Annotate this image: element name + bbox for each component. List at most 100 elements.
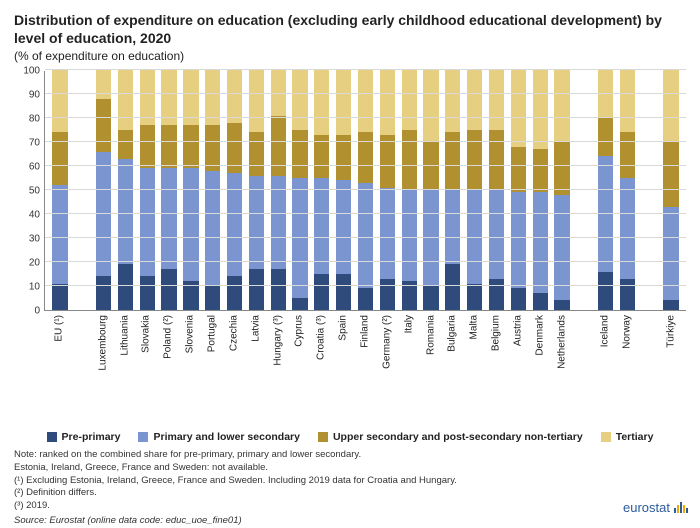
bar-segment	[402, 130, 417, 190]
bar-segment	[663, 70, 678, 142]
x-tick-label: Norway	[622, 315, 633, 349]
bar-segment	[52, 185, 67, 283]
x-tick-label: Latvia	[250, 315, 261, 342]
gridline	[45, 141, 686, 142]
bar-segment	[663, 142, 678, 207]
bar-segment	[423, 286, 438, 310]
bar-segment	[554, 142, 569, 195]
chart-container: Distribution of expenditure on education…	[0, 0, 700, 521]
note-line: Note: ranked on the combined share for p…	[14, 449, 686, 462]
x-tick-label: Croatia (³)	[316, 315, 327, 360]
bar-segment	[533, 70, 548, 149]
bar-gap	[71, 71, 93, 310]
x-tick-label: Austria	[512, 315, 523, 346]
logo-text: eurostat	[623, 500, 670, 515]
logo-bars-icon	[674, 502, 688, 513]
bar-slot	[551, 71, 573, 310]
stacked-bar	[140, 70, 155, 310]
gridline	[45, 261, 686, 262]
x-tick-label: Germany (²)	[381, 315, 392, 369]
bar-slot	[49, 71, 71, 310]
legend-item: Pre-primary	[47, 431, 121, 443]
bar-segment	[489, 70, 504, 130]
bar-segment	[554, 70, 569, 142]
gridline	[45, 93, 686, 94]
bar-slot	[93, 71, 115, 310]
x-tick-label: Belgium	[491, 315, 502, 351]
y-tick-label: 10	[14, 282, 40, 293]
stacked-bar	[598, 70, 613, 310]
footnotes: Note: ranked on the combined share for p…	[14, 449, 686, 528]
bar-segment	[227, 276, 242, 310]
stacked-bar	[227, 70, 242, 310]
bar-segment	[380, 279, 395, 310]
bar-segment	[249, 132, 264, 175]
bar-segment	[423, 142, 438, 190]
stacked-bar	[445, 70, 460, 310]
bar-segment	[620, 132, 635, 178]
bar-segment	[140, 125, 155, 168]
x-tick-label: Malta	[469, 315, 480, 339]
bar-segment	[183, 125, 198, 168]
bar-segment	[358, 70, 373, 132]
bar-segment	[314, 178, 329, 274]
x-tick-label: Czechia	[228, 315, 239, 351]
y-tick-label: 70	[14, 138, 40, 149]
bar-slot	[660, 71, 682, 310]
y-tick-label: 80	[14, 114, 40, 125]
bar-segment	[227, 70, 242, 123]
bar-segment	[533, 192, 548, 293]
legend-label: Primary and lower secondary	[153, 431, 299, 443]
bar-segment	[52, 70, 67, 132]
bar-slot	[267, 71, 289, 310]
bar-slot	[398, 71, 420, 310]
bar-slot	[224, 71, 246, 310]
bar-segment	[118, 159, 133, 265]
bar-slot	[202, 71, 224, 310]
bar-segment	[118, 130, 133, 159]
bar-segment	[489, 190, 504, 279]
x-tick-label: Lithuania	[119, 315, 130, 356]
bar-segment	[118, 264, 133, 310]
bar-segment	[205, 125, 220, 171]
bar-segment	[336, 274, 351, 310]
y-tick-label: 30	[14, 234, 40, 245]
stacked-bar	[663, 70, 678, 310]
gridline	[45, 285, 686, 286]
bar-slot	[486, 71, 508, 310]
gridline	[45, 237, 686, 238]
bar-segment	[314, 274, 329, 310]
stacked-bar	[336, 70, 351, 310]
x-tick-label: Netherlands	[556, 315, 567, 369]
bar-segment	[467, 284, 482, 310]
stacked-bar	[314, 70, 329, 310]
bar-slot	[376, 71, 398, 310]
chart-subtitle: (% of expenditure on education)	[14, 49, 686, 63]
bar-segment	[445, 70, 460, 132]
stacked-bar	[271, 70, 286, 310]
bar-slot	[311, 71, 333, 310]
bar-segment	[620, 279, 635, 310]
bar-segment	[292, 70, 307, 130]
bar-segment	[292, 298, 307, 310]
stacked-bar	[96, 70, 111, 310]
bar-segment	[161, 125, 176, 168]
logo-bar	[674, 508, 676, 513]
x-tick-label: Romania	[425, 315, 436, 355]
legend-swatch	[138, 432, 148, 442]
bar-segment	[249, 269, 264, 310]
bar-segment	[489, 279, 504, 310]
legend-label: Upper secondary and post-secondary non-t…	[333, 431, 583, 443]
bar-segment	[292, 130, 307, 178]
bar-segment	[511, 70, 526, 147]
bar-slot	[136, 71, 158, 310]
bar-segment	[140, 276, 155, 310]
bar-segment	[358, 288, 373, 310]
bar-segment	[663, 300, 678, 310]
bar-slot	[355, 71, 377, 310]
bar-segment	[598, 70, 613, 118]
x-tick-label: Luxembourg	[97, 315, 108, 371]
bar-segment	[423, 70, 438, 142]
x-tick-label: Cyprus	[294, 315, 305, 347]
y-tick-label: 60	[14, 162, 40, 173]
